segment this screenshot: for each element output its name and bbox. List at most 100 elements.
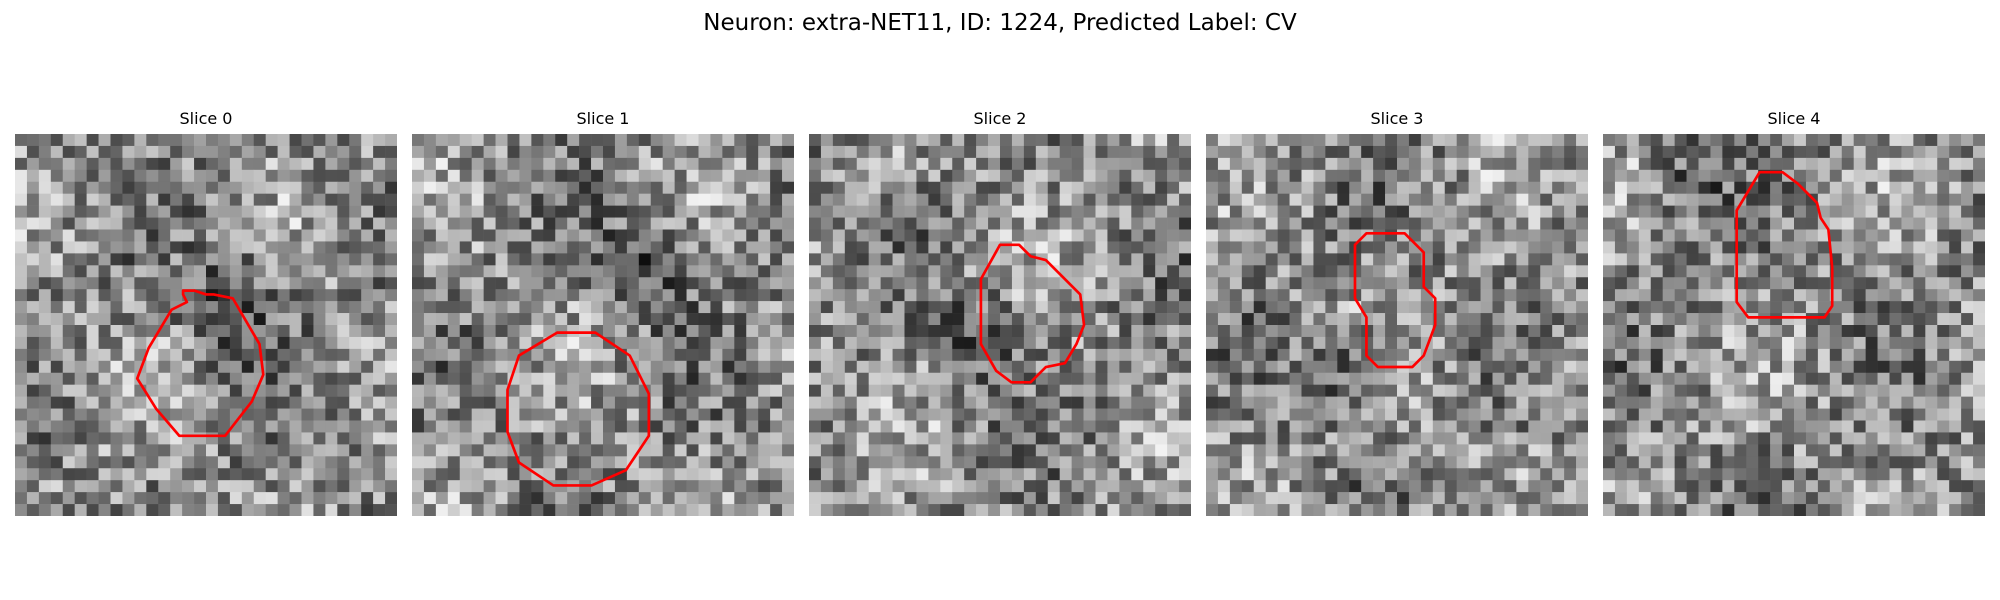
pixel: [373, 325, 386, 338]
pixel: [626, 396, 640, 409]
pixel: [746, 348, 759, 362]
pixel: [349, 456, 362, 469]
pixel: [1480, 444, 1493, 457]
pixel: [1829, 181, 1843, 194]
pixel: [1301, 325, 1314, 338]
pixel: [710, 480, 723, 493]
pixel: [1603, 384, 1616, 397]
pixel: [98, 181, 111, 194]
pixel: [110, 348, 123, 362]
pixel: [626, 217, 640, 230]
pixel: [1095, 134, 1108, 147]
pixel: [1722, 134, 1735, 147]
pixel: [1206, 169, 1219, 183]
pixel: [1432, 456, 1446, 469]
pixel: [277, 241, 290, 254]
pixel: [146, 408, 159, 421]
pixel: [1913, 420, 1926, 433]
pixel: [674, 181, 687, 194]
pixel: [337, 408, 350, 421]
pixel: [1638, 241, 1652, 254]
pixel: [134, 289, 147, 302]
pixel: [1710, 360, 1723, 374]
pixel: [1901, 444, 1914, 457]
pixel: [1901, 289, 1914, 302]
pixel: [1301, 348, 1314, 362]
pixel: [519, 360, 532, 374]
pixel: [495, 145, 508, 159]
pixel: [301, 265, 314, 278]
pixel: [856, 169, 869, 183]
pixel: [1361, 145, 1374, 159]
pixel: [650, 265, 663, 278]
pixel: [820, 265, 834, 278]
pixel: [194, 504, 207, 516]
pixel: [86, 313, 99, 326]
pixel: [337, 229, 350, 242]
pixel: [770, 325, 783, 338]
pixel: [146, 277, 159, 290]
pixel: [1973, 432, 1985, 445]
pixel: [495, 432, 508, 445]
pixel: [1722, 336, 1735, 350]
pixel: [722, 157, 735, 171]
pixel: [555, 504, 568, 516]
pixel: [1397, 253, 1410, 266]
pixel: [976, 432, 989, 445]
pixel: [940, 181, 953, 194]
pixel: [110, 181, 123, 194]
pixel: [50, 396, 64, 409]
pixel: [1480, 313, 1493, 326]
pixel: [1035, 205, 1049, 218]
pixel: [567, 492, 580, 505]
pixel: [1638, 420, 1652, 433]
pixel: [1961, 384, 1974, 397]
pixel: [1000, 277, 1013, 290]
pixel: [1000, 408, 1013, 421]
pixel: [1877, 396, 1890, 409]
pixel: [856, 492, 869, 505]
pixel: [1011, 348, 1025, 362]
pixel: [1456, 205, 1469, 218]
pixel: [325, 265, 338, 278]
pixel: [301, 336, 314, 350]
pixel: [1313, 456, 1326, 469]
pixel: [1973, 157, 1985, 171]
pixel: [1241, 289, 1255, 302]
pixel: [1492, 277, 1505, 290]
pixel: [361, 301, 374, 314]
pixel: [1758, 193, 1771, 206]
pixel: [373, 277, 386, 290]
pixel: [495, 504, 508, 516]
pixel: [856, 241, 869, 254]
pixel: [1961, 253, 1974, 266]
pixel: [1277, 504, 1290, 516]
pixel: [495, 492, 508, 505]
pixel: [820, 480, 834, 493]
pixel: [1662, 217, 1675, 230]
pixel: [710, 217, 723, 230]
pixel: [626, 504, 640, 516]
pixel: [361, 325, 374, 338]
pixel: [1650, 145, 1663, 159]
pixel: [1083, 348, 1096, 362]
pixel: [1552, 432, 1565, 445]
pixel: [1289, 181, 1302, 194]
pixel: [1889, 432, 1902, 445]
pixel: [1614, 253, 1628, 266]
pixel: [495, 205, 508, 218]
pixel: [1444, 492, 1457, 505]
pixel: [555, 468, 568, 481]
pixel: [1179, 301, 1191, 314]
pixel: [1241, 169, 1255, 183]
pixel: [1782, 408, 1795, 421]
pixel: [471, 181, 484, 194]
pixel: [1047, 181, 1060, 194]
pixel: [1746, 396, 1759, 409]
pixel: [1277, 372, 1290, 385]
pixel: [1961, 420, 1974, 433]
pixel: [1277, 492, 1290, 505]
pixel: [1167, 432, 1180, 445]
pixel: [277, 325, 290, 338]
pixel: [459, 134, 472, 147]
